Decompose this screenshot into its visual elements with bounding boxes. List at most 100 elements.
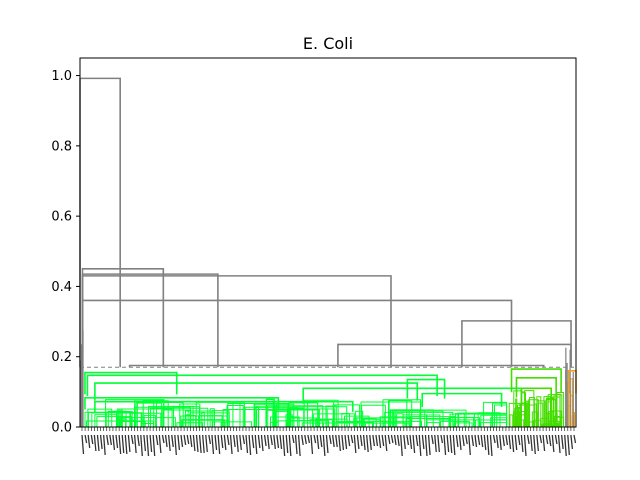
x-tick-mark-glyph <box>248 434 252 456</box>
x-tick-mark-glyph <box>526 434 530 445</box>
x-tick-mark-glyph <box>263 434 267 447</box>
x-tick-mark-glyph <box>338 434 341 452</box>
x-tick-mark-glyph <box>440 434 444 444</box>
x-tick-mark-glyph <box>446 434 450 453</box>
x-tick-mark-glyph <box>152 434 156 457</box>
cluster-leaf-link <box>526 404 535 427</box>
cluster-leaf-link <box>222 409 260 427</box>
cluster-leaf-link <box>275 403 295 427</box>
x-tick-mark-glyph <box>517 434 521 446</box>
x-tick-mark-glyph <box>294 434 298 455</box>
cluster-leaf-link <box>135 402 163 427</box>
x-tick-mark-glyph <box>313 434 317 444</box>
x-tick-mark-glyph <box>359 434 363 447</box>
x-tick-mark-glyph <box>115 434 119 449</box>
cluster-leaf-link <box>318 408 336 427</box>
cluster-leaf-link <box>554 417 558 427</box>
plot-frame <box>79 57 577 428</box>
x-tick-mark-glyph <box>375 434 379 447</box>
cluster-leaf-link <box>185 414 197 427</box>
cluster-leaf-link <box>405 418 451 427</box>
cluster-leaf-link <box>394 411 454 427</box>
x-tick-mark-glyph <box>301 434 304 446</box>
x-tick-mark-glyph <box>192 434 196 452</box>
cluster-leaf-link <box>184 414 192 427</box>
cluster-leaf-link <box>475 419 508 427</box>
x-tick-mark-glyph <box>461 434 465 447</box>
cluster-leaf-link <box>360 401 422 427</box>
x-tick-mark-glyph <box>251 434 255 449</box>
cluster-leaf-link <box>525 400 529 427</box>
x-tick-mark-glyph <box>350 434 354 444</box>
x-tick-mark-glyph <box>381 434 385 447</box>
cluster-leaf-link <box>514 406 521 427</box>
x-tick-mark-glyph <box>400 434 403 457</box>
x-tick-mark-glyph <box>273 434 276 450</box>
x-tick-mark-glyph <box>288 434 292 457</box>
x-tick-mark-glyph <box>202 434 205 454</box>
x-tick-mark-glyph <box>474 434 478 448</box>
merge-link <box>81 299 513 368</box>
x-tick-mark-glyph <box>208 434 212 445</box>
x-tick-mark-glyph <box>229 434 233 455</box>
cluster-leaf-link <box>493 404 508 427</box>
x-tick-mark-glyph <box>81 434 85 455</box>
merge-link <box>128 364 545 368</box>
x-tick-mark-glyph <box>362 434 366 451</box>
x-tick-mark-glyph <box>455 434 459 448</box>
cluster-leaf-link <box>531 411 539 427</box>
x-tick-mark-glyph <box>570 434 574 450</box>
cluster-leaf-link <box>547 401 553 427</box>
cluster-leaf-link <box>556 392 565 427</box>
cluster-leaf-link <box>344 415 370 427</box>
cluster-leaf-link <box>388 400 413 427</box>
x-tick-mark-glyph <box>137 434 140 447</box>
cluster-leaf-link <box>356 420 390 427</box>
x-tick-mark-glyph <box>471 434 475 447</box>
x-tick-mark-glyph <box>353 434 357 454</box>
cluster-leaf-link <box>91 412 142 427</box>
x-tick-mark-glyph <box>502 434 505 447</box>
cluster-leaf-link <box>426 414 441 427</box>
x-tick-mark-glyph <box>424 434 428 457</box>
x-tick-mark-glyph <box>90 434 94 445</box>
cluster-leaf-link <box>189 412 230 427</box>
x-tick-mark-glyph <box>291 434 295 444</box>
y-tick-label: 0.8 <box>51 139 72 154</box>
cluster-leaf-link <box>325 405 337 427</box>
x-tick-mark-glyph <box>514 434 518 451</box>
x-tick-mark-glyph <box>146 434 150 457</box>
cluster-leaf-link <box>201 411 205 427</box>
x-tick-mark-glyph <box>177 434 181 451</box>
x-tick-mark-glyph <box>545 434 549 445</box>
x-tick-mark-glyph <box>384 434 388 452</box>
x-tick-mark-glyph <box>285 434 289 454</box>
cluster-leaf-link <box>148 405 194 427</box>
x-tick-mark-glyph <box>449 434 453 454</box>
x-tick-mark-glyph <box>533 434 536 455</box>
cluster-leaf-link <box>517 419 521 427</box>
x-axis <box>81 427 577 457</box>
merge-link <box>510 368 562 393</box>
x-tick-mark-glyph <box>270 434 273 446</box>
cluster-leaf-link <box>303 399 339 427</box>
x-tick-mark-glyph <box>468 434 471 456</box>
merge-link <box>421 392 503 407</box>
cluster-leaf-link <box>513 390 522 427</box>
x-tick-mark-glyph <box>406 434 410 446</box>
cluster-leaf-link <box>289 409 319 427</box>
x-tick-mark-glyph <box>186 434 190 445</box>
x-tick-mark-glyph <box>211 434 215 455</box>
x-tick-mark-glyph <box>133 434 137 454</box>
cluster-leaf-link <box>453 422 473 427</box>
cluster-leaf-link <box>130 420 154 427</box>
cluster-leaf-link <box>150 407 209 427</box>
x-tick-mark-glyph <box>164 434 168 448</box>
x-tick-mark-glyph <box>236 434 239 453</box>
merge-link <box>515 377 557 398</box>
cluster-leaf-link <box>440 420 470 427</box>
x-tick-mark-glyph <box>276 434 280 449</box>
x-tick-mark-glyph <box>143 434 147 452</box>
x-tick-mark-glyph <box>112 434 116 451</box>
x-tick-mark-glyph <box>96 434 100 452</box>
